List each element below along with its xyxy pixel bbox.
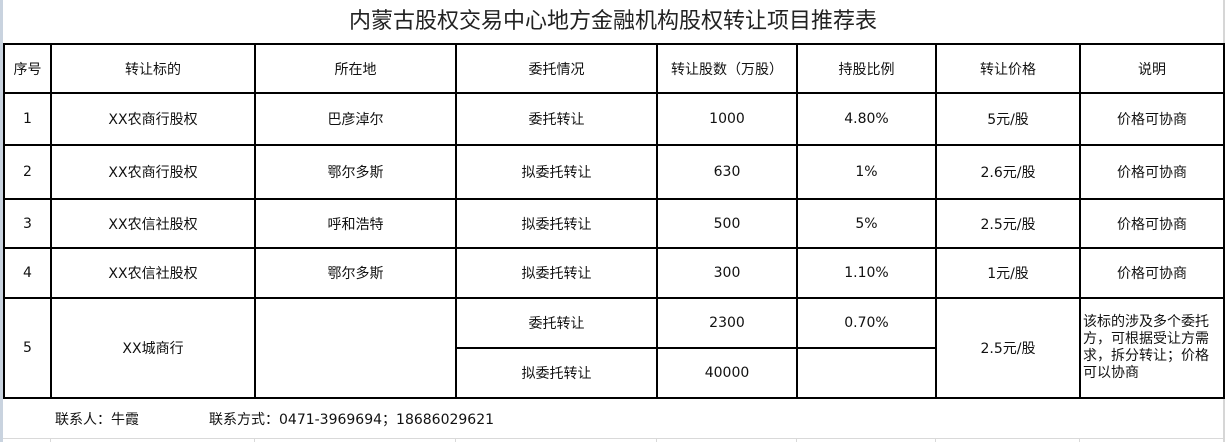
cell-target[interactable]: XX农商行股权	[50, 144, 256, 200]
cell-location[interactable]: 呼和浩特	[254, 198, 457, 249]
cell-shares[interactable]: 2300	[656, 297, 798, 349]
cell-status[interactable]: 拟委托转让	[455, 144, 658, 200]
table-row: 5 XX城商行 委托转让 2300 0.70% 2.5元/股 该标的涉及多个委托…	[3, 297, 1225, 399]
cell-status[interactable]: 拟委托转让	[455, 247, 658, 299]
cell-note[interactable]: 价格可协商	[1079, 92, 1225, 146]
cell-shares[interactable]: 630	[656, 144, 798, 200]
cell-price[interactable]: 2.5元/股	[935, 198, 1081, 249]
sheet-gridline	[796, 438, 797, 442]
header-price[interactable]: 转让价格	[935, 43, 1081, 94]
cell-location[interactable]	[254, 297, 457, 399]
cell-ratio[interactable]: 1%	[796, 144, 937, 200]
cell-no[interactable]: 3	[3, 198, 52, 249]
cell-location[interactable]: 鄂尔多斯	[254, 247, 457, 299]
cell-price[interactable]: 2.6元/股	[935, 144, 1081, 200]
header-location[interactable]: 所在地	[254, 43, 457, 94]
cell-ratio[interactable]	[796, 347, 937, 399]
cell-ratio[interactable]: 0.70%	[796, 297, 937, 349]
sheet-gridline	[935, 438, 936, 442]
table-row: 4 XX农信社股权 鄂尔多斯 拟委托转让 300 1.10% 1元/股 价格可协…	[3, 247, 1225, 299]
cell-price[interactable]: 2.5元/股	[935, 297, 1081, 399]
cell-shares[interactable]: 500	[656, 198, 798, 249]
cell-note[interactable]: 该标的涉及多个委托方，可根据受让方需求，拆分转让；价格可以协商	[1079, 297, 1225, 399]
table-row: 2 XX农商行股权 鄂尔多斯 拟委托转让 630 1% 2.6元/股 价格可协商	[3, 144, 1225, 200]
cell-status[interactable]: 委托转让	[455, 297, 658, 349]
cell-note[interactable]: 价格可协商	[1079, 247, 1225, 299]
contact-info: 联系方式：0471-3969694；18686029621	[209, 412, 495, 428]
cell-shares[interactable]: 40000	[656, 347, 798, 399]
cell-shares[interactable]: 300	[656, 247, 798, 299]
sheet-left-edge	[0, 0, 3, 442]
cell-ratio[interactable]: 4.80%	[796, 92, 937, 146]
cell-no[interactable]: 5	[3, 297, 52, 399]
cell-no[interactable]: 2	[3, 144, 52, 200]
cell-price[interactable]: 5元/股	[935, 92, 1081, 146]
cell-price[interactable]: 1元/股	[935, 247, 1081, 299]
sheet-gridline	[455, 438, 456, 442]
sheet-gridline	[50, 438, 51, 442]
page-title: 内蒙古股权交易中心地方金融机构股权转让项目推荐表	[348, 9, 877, 34]
cell-note[interactable]: 价格可协商	[1079, 198, 1225, 249]
header-no[interactable]: 序号	[3, 43, 52, 94]
header-note[interactable]: 说明	[1079, 43, 1225, 94]
cell-ratio[interactable]: 5%	[796, 198, 937, 249]
cell-status[interactable]: 拟委托转让	[455, 198, 658, 249]
header-shares[interactable]: 转让股数（万股）	[656, 43, 798, 94]
sheet-gridline	[254, 438, 255, 442]
sheet-right-edge	[1223, 0, 1225, 442]
sheet-gridline	[3, 438, 1223, 439]
cell-target[interactable]: XX城商行	[50, 297, 256, 399]
cell-shares[interactable]: 1000	[656, 92, 798, 146]
header-row: 序号 转让标的 所在地 委托情况 转让股数（万股） 持股比例 转让价格 说明	[3, 43, 1225, 94]
cell-target[interactable]: XX农商行股权	[50, 92, 256, 146]
contact-person: 联系人：牛霞	[55, 412, 139, 428]
sheet-gridline	[656, 438, 657, 442]
table-row: 1 XX农商行股权 巴彦淖尔 委托转让 1000 4.80% 5元/股 价格可协…	[3, 92, 1225, 146]
project-table: 序号 转让标的 所在地 委托情况 转让股数（万股） 持股比例 转让价格 说明 1…	[3, 43, 1225, 399]
cell-target[interactable]: XX农信社股权	[50, 198, 256, 249]
table-row: 3 XX农信社股权 呼和浩特 拟委托转让 500 5% 2.5元/股 价格可协商	[3, 198, 1225, 249]
cell-status[interactable]: 委托转让	[455, 92, 658, 146]
table-row: 拟委托转让 40000	[4, 347, 1224, 399]
cell-ratio[interactable]: 1.10%	[796, 247, 937, 299]
header-status[interactable]: 委托情况	[455, 43, 658, 94]
cell-location[interactable]: 鄂尔多斯	[254, 144, 457, 200]
header-ratio[interactable]: 持股比例	[796, 43, 937, 94]
footer: 联系人：牛霞 联系方式：0471-3969694；18686029621	[3, 397, 1223, 438]
cell-status[interactable]: 拟委托转让	[455, 347, 658, 399]
cell-no[interactable]: 4	[3, 247, 52, 299]
cell-target[interactable]: XX农信社股权	[50, 247, 256, 299]
header-target[interactable]: 转让标的	[50, 43, 256, 94]
sheet-gridline	[1079, 438, 1080, 442]
cell-note[interactable]: 价格可协商	[1079, 144, 1225, 200]
cell-location[interactable]: 巴彦淖尔	[254, 92, 457, 146]
cell-no[interactable]: 1	[3, 92, 52, 146]
